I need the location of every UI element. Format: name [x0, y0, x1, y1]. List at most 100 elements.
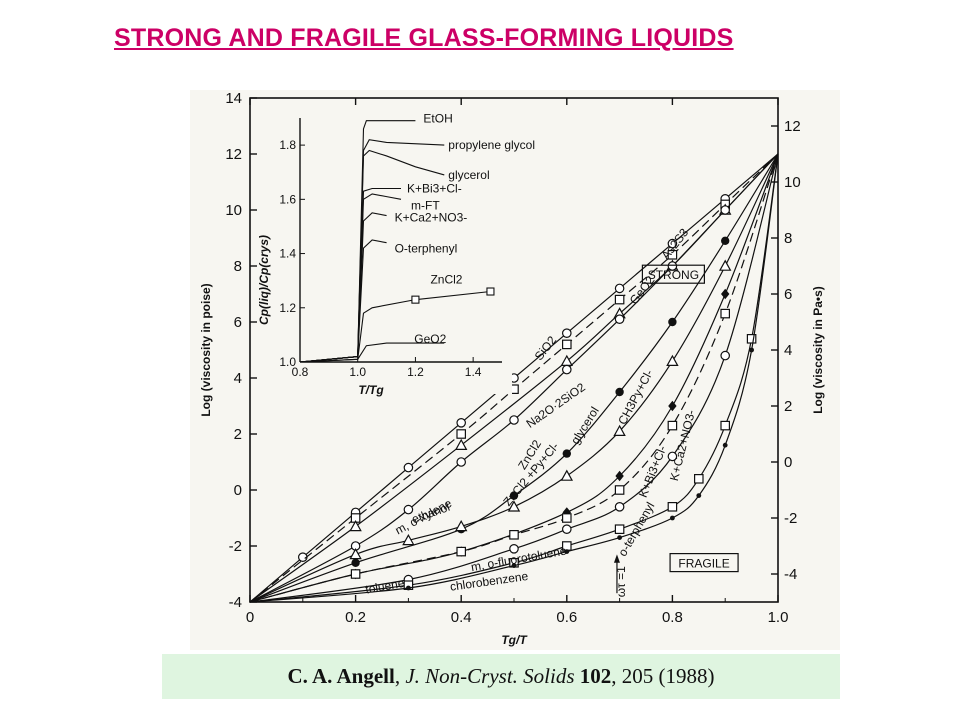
main-axes: 0 0.2 0.4 0.6 0.8 1.0-4-202468101214-4-202468…: [199, 90, 825, 647]
data-point: [402, 533, 415, 546]
data-point: [561, 524, 572, 534]
y2-tick-label: 0: [784, 454, 792, 471]
inset-series-label: K+Ca2+NO3-: [395, 211, 468, 225]
inset-series-label: GeO2: [414, 332, 446, 346]
data-point: [694, 474, 704, 484]
series-label: toluene: [364, 576, 406, 597]
x-tick-label: 0: [246, 609, 254, 626]
y-tick-label: 6: [234, 314, 242, 331]
data-point: [350, 569, 361, 579]
inset-y-tick-label: 1.6: [279, 192, 296, 206]
data-point: [561, 364, 572, 375]
citation-pages-year: , 205 (1988): [611, 664, 715, 688]
data-point: [667, 238, 678, 249]
x-tick-label: 0.6: [556, 609, 577, 626]
data-point: [403, 462, 414, 473]
y2-tick-label: 4: [784, 342, 792, 359]
series-label: K+Ca2+NO3-: [667, 408, 698, 482]
data-point: [456, 457, 466, 467]
data-point: [667, 250, 678, 260]
data-point: [614, 283, 625, 294]
y-tick-label: 10: [225, 202, 242, 219]
series-line: [249, 153, 779, 603]
y-axis-title: Log (viscosity in poise): [199, 283, 213, 416]
data-point: [667, 261, 678, 271]
data-point: [670, 515, 675, 521]
strong-box: [641, 264, 705, 284]
data-point: [614, 314, 625, 324]
inset-x-tick-label: 0.8: [292, 365, 309, 379]
series-na2o-2sio2: [249, 153, 779, 603]
data-point: [562, 339, 572, 350]
data-point: [720, 205, 730, 215]
series-label: CH3Py+Cl-: [615, 367, 656, 427]
y2-tick-label: 12: [784, 118, 801, 135]
y-tick-label: 2: [234, 426, 242, 443]
series-label: glycerol: [568, 404, 602, 446]
data-point: [614, 485, 625, 495]
data-point: [722, 442, 728, 448]
y-tick-label: -4: [229, 594, 242, 611]
inset-data-point: [486, 287, 495, 296]
data-point: [666, 354, 679, 366]
inset-x-axis-title: T/Tg: [358, 383, 384, 397]
y-tick-label: 8: [234, 258, 242, 275]
series-line: [249, 153, 779, 603]
data-point: [721, 288, 730, 300]
data-point: [511, 563, 517, 568]
data-point: [403, 504, 414, 515]
omega-tau-arrowhead: [613, 554, 620, 563]
data-point: [718, 259, 732, 271]
data-point: [507, 500, 521, 512]
data-point: [456, 546, 466, 557]
fragile-box: [669, 553, 739, 573]
inset-y-axis-title: Cp(liq)/Cp(crys): [257, 235, 271, 325]
data-point: [454, 519, 468, 532]
data-point: [721, 236, 730, 245]
data-point: [668, 317, 677, 327]
data-point: [562, 513, 572, 523]
main-series: [249, 153, 779, 603]
inset-y-tick-label: 1.8: [279, 138, 296, 152]
data-point: [746, 334, 757, 344]
data-point: [564, 549, 570, 554]
inset-series-geo2: GeO2: [299, 332, 447, 363]
x-axis-title: Tg/T: [501, 633, 528, 647]
inset-series-label: K+Bi3+Cl-: [407, 181, 462, 195]
inset-x-tick-label: 1.4: [465, 365, 482, 379]
series-m-o-xylene: [249, 153, 779, 603]
data-point: [560, 469, 574, 481]
inset-series-label: O-terphenyl: [395, 242, 458, 256]
citation-author: C. A. Angell: [287, 664, 395, 688]
citation-box: C. A. Angell, J. Non-Cryst. Solids 102, …: [162, 654, 840, 699]
data-point: [667, 451, 678, 462]
data-point: [509, 415, 519, 425]
data-point: [561, 328, 572, 338]
inset-x-tick-label: 1.2: [407, 365, 424, 379]
data-point: [349, 519, 362, 532]
data-point: [454, 438, 468, 450]
inset-y-tick-label: 1.0: [279, 355, 296, 369]
y2-tick-label: 10: [784, 174, 801, 191]
data-point: [615, 470, 624, 482]
data-point: [349, 547, 362, 560]
inset-series-line: [299, 239, 387, 363]
y2-tick-label: -2: [784, 510, 797, 527]
omega-tau-label: ωτ =1: [614, 566, 628, 597]
inset-y-tick-label: 1.4: [279, 247, 296, 261]
x-tick-label: 1.0: [768, 609, 789, 626]
data-point: [614, 501, 625, 512]
angell-plot: 0 0.2 0.4 0.6 0.8 1.0-4-202468101214-4-202468…: [199, 90, 825, 647]
y2-tick-label: -4: [784, 566, 797, 583]
data-point: [720, 350, 730, 361]
data-point: [615, 387, 624, 397]
y2-axis-title: Log (viscosity in Pa•s): [811, 286, 825, 414]
data-point: [667, 420, 678, 431]
inset-data-point: [411, 295, 420, 304]
inset-series-line: [299, 342, 445, 363]
inset-series-label: propylene glycol: [448, 138, 535, 152]
data-point: [509, 491, 519, 500]
series-line: [249, 153, 779, 603]
y-tick-label: -2: [229, 538, 242, 555]
inset-series-label: EtOH: [423, 112, 452, 126]
